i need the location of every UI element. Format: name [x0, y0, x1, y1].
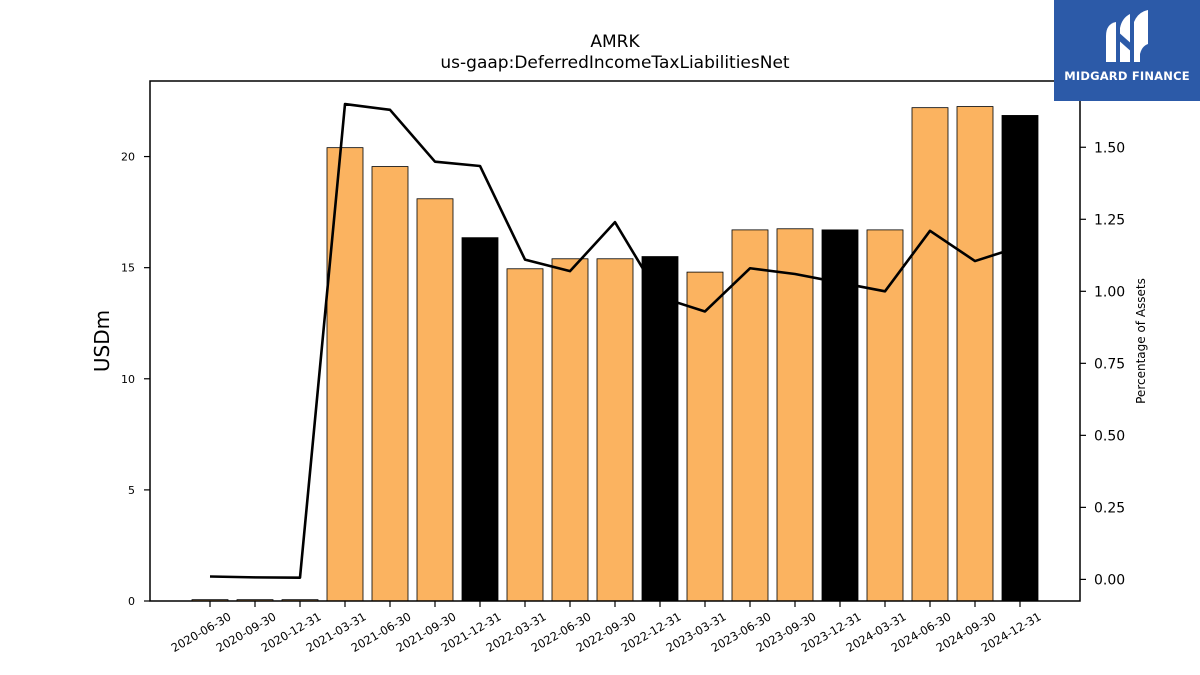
- right-tick-label: 0.25: [1094, 500, 1125, 516]
- right-tick-label: 0.75: [1094, 356, 1125, 372]
- left-tick-label: 15: [121, 262, 135, 275]
- line-layer: [209, 102, 1021, 579]
- bar-2022-12-31: [641, 256, 679, 602]
- chart-subtitle: us-gaap:DeferredIncomeTaxLiabilitiesNet: [440, 53, 790, 73]
- x-axis: 2020-06-302020-09-302020-12-312021-03-31…: [169, 601, 1044, 655]
- left-tick-label: 20: [121, 151, 135, 164]
- right-tick-label: 1.50: [1094, 140, 1125, 156]
- logo-mark-icon: [1106, 10, 1148, 62]
- bars-layer: [191, 106, 1039, 602]
- y-axis-label: USDm: [90, 310, 114, 372]
- bar-2024-12-31: [1001, 115, 1039, 602]
- bar-2022-06-30: [551, 258, 589, 602]
- y-axis-right-label: Percentage of Assets: [1134, 278, 1148, 404]
- bar-2022-09-30: [596, 258, 634, 602]
- bar-2021-06-30: [371, 166, 409, 602]
- right-tick-label: 1.25: [1094, 212, 1125, 228]
- chart-title: AMRK: [590, 32, 640, 52]
- right-tick-label: 1.00: [1094, 284, 1125, 300]
- bar-2024-03-31: [866, 229, 904, 602]
- left-tick-label: 10: [121, 373, 135, 386]
- bar-2023-09-30: [776, 228, 814, 602]
- bar-2023-06-30: [731, 229, 769, 602]
- bar-2024-06-30: [911, 107, 949, 602]
- brand-logo: MIDGARD FINANCE: [1054, 0, 1200, 101]
- bar-2024-09-30: [956, 106, 994, 602]
- left-tick-label: 0: [128, 595, 135, 608]
- bar-2023-12-31: [821, 229, 859, 602]
- logo-text: MIDGARD FINANCE: [1064, 69, 1190, 83]
- bar-2022-03-31: [506, 268, 544, 602]
- left-axis: 0 5 10 15 20: [121, 151, 150, 608]
- right-tick-label: 0.50: [1094, 428, 1125, 444]
- bar-2021-09-30: [416, 198, 454, 602]
- right-axis: 0.00 0.25 0.50 0.75 1.00 1.25 1.50: [1080, 140, 1125, 588]
- left-tick-label: 5: [128, 484, 135, 497]
- bar-2021-03-31: [326, 147, 364, 602]
- bar-2021-12-31: [461, 237, 499, 602]
- right-tick-label: 0.00: [1094, 572, 1125, 588]
- bar-2023-03-31: [686, 271, 724, 602]
